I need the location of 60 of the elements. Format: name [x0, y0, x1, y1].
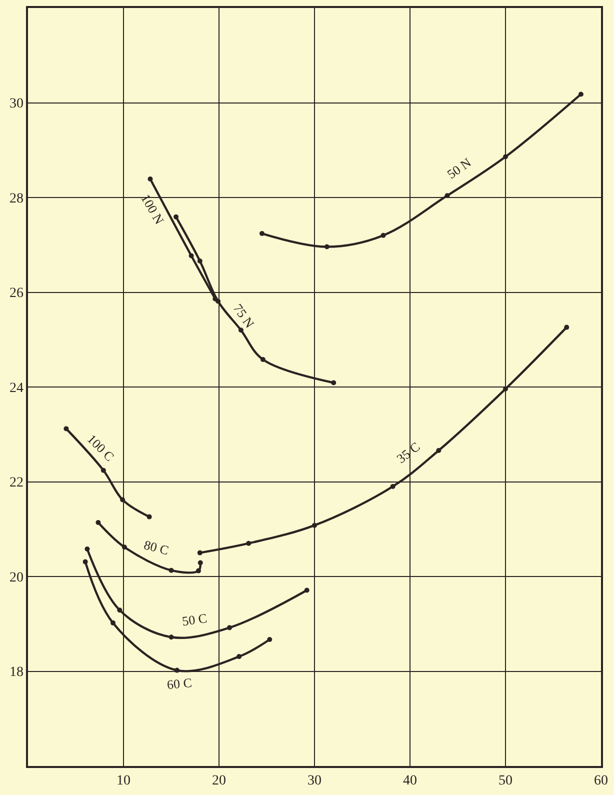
point	[312, 522, 317, 528]
x-tick-label: 30	[308, 774, 322, 789]
point	[390, 484, 396, 489]
point	[380, 232, 386, 238]
point	[503, 154, 508, 160]
point	[122, 544, 127, 550]
point	[236, 654, 242, 660]
point	[331, 380, 336, 386]
x-tick-label: 10	[116, 774, 130, 789]
point	[117, 608, 122, 613]
point	[148, 176, 153, 182]
point	[64, 426, 69, 432]
x-tick-label: 60	[594, 774, 608, 789]
point	[196, 568, 201, 574]
point	[260, 357, 266, 362]
point	[146, 514, 152, 520]
point	[564, 324, 570, 330]
y-tick-label: 24	[9, 380, 24, 396]
point	[238, 328, 244, 333]
x-tick-label: 50	[498, 774, 512, 789]
point	[436, 448, 442, 453]
point	[444, 193, 450, 198]
y-tick-label: 30	[9, 96, 24, 112]
point	[82, 559, 88, 564]
point	[188, 253, 194, 258]
y-tick-label: 18	[9, 665, 24, 680]
point	[168, 634, 174, 640]
text: 100 C	[84, 431, 118, 464]
point	[324, 244, 330, 250]
point	[168, 568, 174, 573]
point	[216, 298, 221, 304]
point	[96, 520, 101, 525]
y-tick-label: 20	[9, 570, 24, 586]
point	[197, 550, 202, 556]
point	[503, 386, 508, 392]
point	[174, 214, 179, 220]
point	[110, 620, 116, 626]
x-tick-label: 20	[212, 774, 226, 789]
text: 50 N	[444, 154, 474, 182]
x-tick-label: 40	[403, 774, 417, 789]
text: 75 N	[230, 301, 258, 332]
point	[578, 92, 584, 97]
point	[304, 588, 310, 593]
point	[227, 625, 232, 630]
point	[267, 637, 272, 642]
text: 35 C	[394, 438, 423, 466]
point	[100, 468, 106, 473]
point	[246, 540, 252, 546]
point	[197, 258, 202, 264]
text: 80 C	[142, 537, 170, 558]
y-tick-label: 22	[9, 476, 24, 491]
point	[198, 560, 203, 566]
point	[84, 546, 90, 552]
y-tick-label: 28	[9, 191, 24, 206]
text: 50 C	[181, 610, 208, 629]
point	[120, 497, 126, 502]
y-tick-label: 26	[9, 286, 24, 302]
point	[259, 231, 264, 236]
point	[174, 668, 180, 673]
series-label: 60 C	[166, 674, 192, 692]
